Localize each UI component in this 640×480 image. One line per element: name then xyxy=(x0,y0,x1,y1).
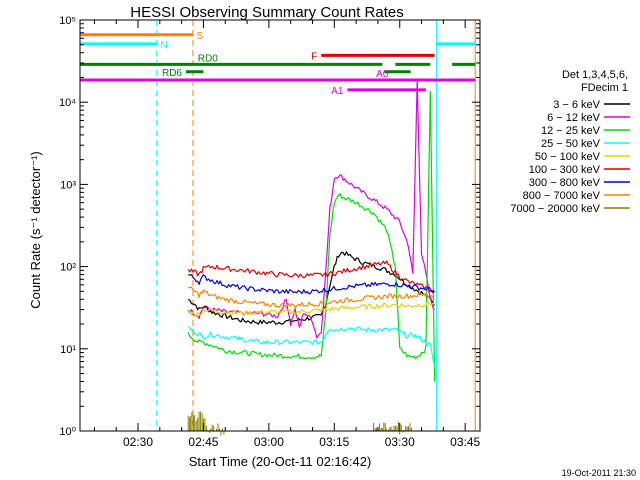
legend-label: 800 − 7000 keV xyxy=(523,190,601,202)
y-tick-label: 10¹ xyxy=(60,344,76,356)
state-label-a0: A0 xyxy=(376,69,389,80)
plot-area: S N F RD0 RD6 A0 A1 xyxy=(80,20,476,436)
x-axis-label: Start Time (20-Oct-11 02:16:42) xyxy=(189,454,372,469)
series-2-line xyxy=(187,80,436,339)
legend-label: 25 − 50 keV xyxy=(541,138,601,150)
state-label-rd6: RD6 xyxy=(162,68,182,79)
y-tick-label: 10⁴ xyxy=(59,97,76,109)
series-7-line xyxy=(187,273,435,295)
legend-label: 50 − 100 keV xyxy=(535,151,601,163)
x-tick-label: 02:30 xyxy=(123,435,153,449)
state-label-rd0: RD0 xyxy=(198,53,218,64)
legend-header-line: Det 1,3,4,5,6, xyxy=(562,69,628,81)
series-1-line xyxy=(187,251,435,325)
series-6-line xyxy=(187,260,435,293)
legend-label: 3 − 6 keV xyxy=(553,99,600,111)
axes: 10⁰ 10¹ 10² 10³ 10⁴ 10⁵ 02:30 02:45 03:00 03:15 03… xyxy=(59,15,480,449)
legend-label: 12 − 25 keV xyxy=(541,125,601,137)
x-tick-label: 02:45 xyxy=(188,435,218,449)
state-label-n: N xyxy=(160,40,167,51)
legend-label: 7000 − 20000 keV xyxy=(510,203,600,215)
y-axis-label: Count Rate (s⁻¹ detector⁻¹) xyxy=(28,151,43,309)
y-tick-label: 10⁰ xyxy=(59,426,76,438)
series-4-line xyxy=(187,326,436,368)
y-tick-label: 10² xyxy=(60,262,76,274)
chart-title: HESSI Observing Summary Count Rates xyxy=(130,4,403,21)
state-label-a1: A1 xyxy=(331,86,344,97)
series-3-line xyxy=(187,90,436,382)
plot-frame xyxy=(79,19,481,432)
series-8-line xyxy=(187,286,435,309)
y-tick-label: 10³ xyxy=(60,179,76,191)
x-tick-label: 03:45 xyxy=(450,435,480,449)
x-tick-label: 03:00 xyxy=(254,435,284,449)
legend-label: 100 − 300 keV xyxy=(529,164,601,176)
legend-label: 300 − 800 keV xyxy=(529,177,601,189)
series-5-line xyxy=(188,301,435,317)
x-tick-label: 03:30 xyxy=(385,435,415,449)
x-tick-label: 03:15 xyxy=(319,435,349,449)
legend-label: 6 − 12 keV xyxy=(547,112,601,124)
y-tick-label: 10⁵ xyxy=(59,15,76,27)
state-label-s: S xyxy=(197,31,204,42)
legend-header-line: FDecim 1 xyxy=(581,82,628,94)
footer-timestamp: 19-Oct-2011 21:30 xyxy=(562,468,636,478)
state-label-f: F xyxy=(311,51,317,62)
